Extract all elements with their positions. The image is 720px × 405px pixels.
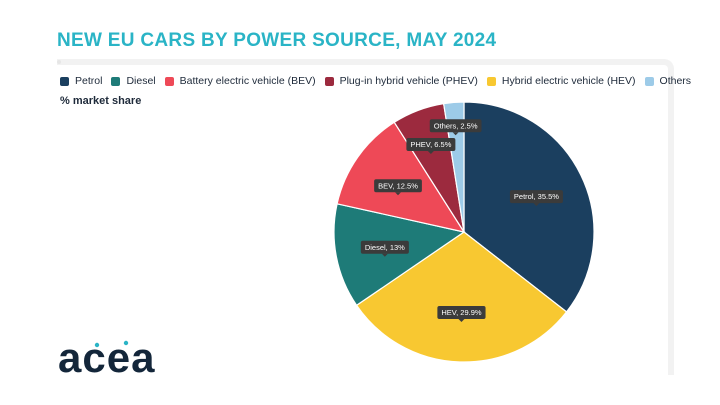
legend-label: Plug-in hybrid vehicle (PHEV) xyxy=(339,75,478,87)
data-label-pointer xyxy=(427,150,434,154)
legend-swatch xyxy=(486,76,496,86)
data-label-box xyxy=(374,179,422,193)
data-label-box xyxy=(437,306,486,320)
pie-slice-bev xyxy=(336,121,466,233)
legend-item-phev: Plug-in hybrid vehicle (PHEV) xyxy=(324,75,478,87)
legend-item-petrol: Petrol xyxy=(60,75,102,87)
data-label-box xyxy=(429,119,482,133)
data-label-text: Others, 2.5% xyxy=(434,121,478,130)
legend-label: Diesel xyxy=(126,75,156,87)
legend-swatch xyxy=(164,76,174,86)
data-label-pointer xyxy=(395,192,402,196)
data-label-hev: HEV, 29.9% xyxy=(437,306,486,323)
chart-title: NEW EU CARS BY POWER SOURCE, MAY 2024 xyxy=(57,30,497,51)
legend-swatch xyxy=(644,76,654,86)
data-label-phev: PHEV, 6.5% xyxy=(406,137,456,154)
legend-swatch xyxy=(111,76,121,86)
data-label-diesel: Diesel, 13% xyxy=(360,240,409,257)
data-label-pointer xyxy=(381,253,388,257)
chart-subtitle: % market share xyxy=(60,95,142,107)
data-label-bev: BEV, 12.5% xyxy=(374,179,422,196)
legend-item-hev: Hybrid electric vehicle (HEV) xyxy=(486,75,636,87)
legend-item-diesel: Diesel xyxy=(111,75,156,87)
data-label-pointer xyxy=(533,203,540,207)
legend-swatch xyxy=(324,76,334,86)
pie-slice-petrol xyxy=(463,101,595,313)
legend-label: Others xyxy=(659,75,692,87)
data-label-box xyxy=(360,240,409,254)
legend-item-others: Others xyxy=(644,75,692,87)
data-label-text: HEV, 29.9% xyxy=(441,308,481,317)
data-label-others: Others, 2.5% xyxy=(429,119,482,136)
chart-panel xyxy=(57,59,674,375)
logo-accent-dot xyxy=(94,342,100,348)
legend-item-bev: Battery electric vehicle (BEV) xyxy=(164,75,316,87)
panel-corner-dot xyxy=(57,60,61,64)
pie-slice-hev xyxy=(355,231,568,363)
legend-label: Battery electric vehicle (BEV) xyxy=(179,75,316,87)
data-label-box xyxy=(406,137,456,151)
acea-logo: acea xyxy=(58,338,155,378)
pie-slice-others xyxy=(442,101,465,233)
data-label-pointer xyxy=(452,132,459,136)
data-label-text: Diesel, 13% xyxy=(365,243,405,252)
data-label-petrol: Petrol, 35.5% xyxy=(509,190,563,207)
logo-text: acea xyxy=(58,338,155,378)
data-label-text: PHEV, 6.5% xyxy=(410,140,451,149)
pie-slice-diesel xyxy=(333,203,466,307)
legend-label: Hybrid electric vehicle (HEV) xyxy=(501,75,636,87)
legend-swatch xyxy=(60,76,69,86)
data-label-text: BEV, 12.5% xyxy=(378,181,418,190)
chart-legend: Petrol Diesel Battery electric vehicle (BE… xyxy=(60,75,700,87)
logo-accent-dot xyxy=(123,340,129,346)
data-label-box xyxy=(509,190,563,204)
data-label-text: Petrol, 35.5% xyxy=(514,192,559,201)
legend-label: Petrol xyxy=(75,75,103,87)
data-label-pointer xyxy=(458,319,465,323)
